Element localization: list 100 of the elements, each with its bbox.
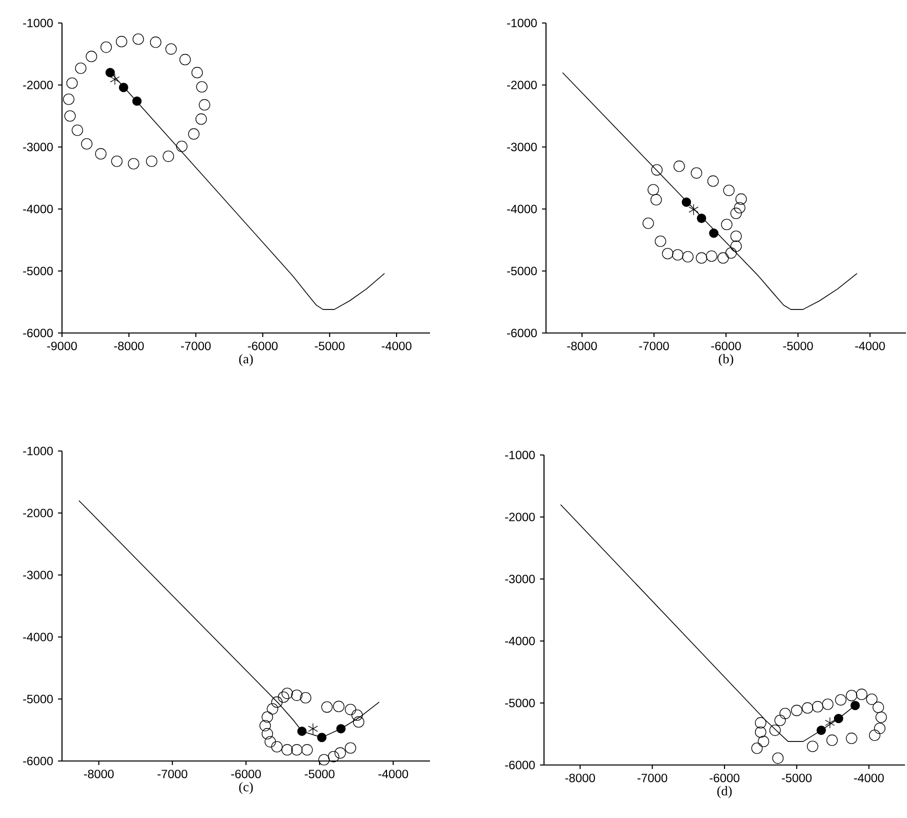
x-tick-label: -6000 [711,342,741,350]
point [816,726,826,735]
y-tick-label: -1000 [507,18,537,28]
point [196,81,208,93]
point [328,750,340,762]
point [75,62,86,74]
point [856,688,868,700]
point [872,702,884,714]
y-tick-label: -1000 [23,446,53,456]
point [321,701,333,713]
y-tick-label: -2000 [507,80,537,90]
point [264,736,276,748]
point [333,700,344,712]
y-tick-label: -3000 [23,570,53,580]
point [297,726,307,736]
point [866,694,878,705]
point [717,252,729,264]
point [754,717,766,729]
point [876,712,887,723]
y-tick-label: -6000 [505,760,535,770]
x-tick-label: -5000 [304,770,334,778]
x-tick-label: -5000 [314,342,345,350]
point [758,736,770,748]
point [282,744,293,756]
y-tick-label: -3000 [23,142,53,152]
point [696,252,708,264]
x-tick-label: -6000 [710,774,740,782]
point [751,742,763,754]
y-tick-label: -3000 [507,142,537,152]
point [682,251,694,262]
point [344,704,356,716]
point [824,717,835,729]
point [806,740,818,752]
y-tick-label: -2000 [23,80,53,90]
point [176,140,188,152]
point [86,50,98,62]
point [352,716,364,728]
y-tick-label: -4000 [505,636,535,646]
point [301,744,313,756]
point [730,208,742,220]
x-tick-label: -7000 [639,342,669,350]
point [336,724,346,734]
x-tick-label: -7000 [181,342,211,350]
y-tick-label: -4000 [507,204,537,214]
point [262,728,274,740]
point [769,724,781,736]
point [725,247,737,259]
point [690,167,702,179]
point [317,732,326,742]
point [128,158,140,170]
x-tick-label: -7000 [158,770,188,778]
x-tick-label: -8000 [84,770,114,778]
y-tick-label: -4000 [23,204,53,214]
point [95,148,106,160]
point [846,690,858,702]
point [774,714,786,726]
y-tick-label: -6000 [23,756,53,766]
point [696,214,706,223]
x-axis-title: (d) [717,786,732,798]
point [271,696,283,708]
point [654,236,666,247]
x-tick-label: -8000 [565,774,595,782]
point [110,74,120,86]
y-tick-label: -6000 [23,328,53,338]
x-tick-label: -4000 [854,774,884,782]
point [822,698,834,710]
y-tick-label: -5000 [23,694,53,704]
point [706,250,718,262]
x-axis-title: (b) [718,354,734,366]
point [707,175,719,187]
point [132,96,142,106]
x-tick-label: -4000 [855,342,885,350]
point [688,204,699,216]
point [146,156,158,167]
point [100,42,112,53]
point [188,128,200,140]
point [874,722,886,734]
point [826,734,838,746]
point [162,150,174,162]
point [351,709,363,721]
point [672,249,684,261]
point [318,754,330,766]
point [648,184,659,196]
point [196,113,207,125]
point [118,82,128,92]
point [116,36,128,48]
point [772,752,784,764]
point [72,124,84,136]
point [344,742,356,754]
point [282,688,293,700]
point [662,248,674,260]
point [723,184,735,196]
y-tick-label: -2000 [23,508,53,518]
point [291,744,302,756]
x-axis-title: (a) [239,354,253,366]
point [791,704,802,716]
point [779,708,791,720]
x-tick-label: -8000 [567,342,597,350]
x-tick-label: -7000 [638,774,668,782]
point [291,690,302,701]
